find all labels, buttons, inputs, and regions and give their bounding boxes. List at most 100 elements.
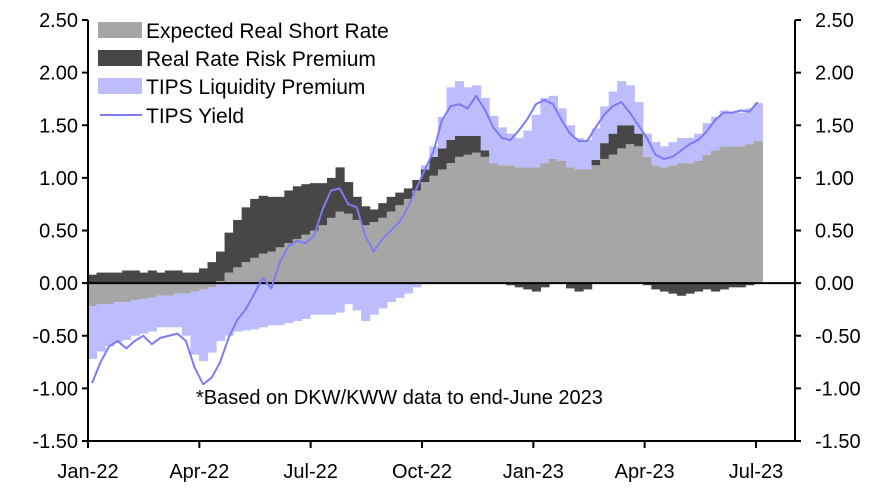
expected-real-short-rate-segment	[181, 283, 192, 294]
real-rate-risk-premium-segment	[634, 133, 644, 147]
expected-real-short-rate-segment	[634, 146, 644, 284]
real-rate-risk-premium-segment	[685, 283, 695, 294]
real-rate-risk-premium-segment	[309, 183, 320, 231]
tips-liquidity-premium-segment	[745, 108, 755, 145]
x-tick-label: Apr-22	[169, 461, 229, 483]
expected-real-short-rate-segment	[361, 225, 371, 284]
expected-real-short-rate-segment	[420, 182, 431, 284]
expected-real-short-rate-segment	[694, 161, 704, 284]
tips-liquidity-premium-segment	[156, 295, 166, 328]
expected-real-short-rate-segment	[736, 146, 746, 284]
real-rate-risk-premium-segment	[540, 283, 550, 288]
expected-real-short-rate-segment	[591, 165, 601, 284]
tips-liquidity-premium-segment	[233, 283, 243, 332]
expected-real-short-rate-segment	[216, 281, 226, 284]
real-rate-risk-premium-segment	[164, 270, 174, 284]
expected-real-short-rate-segment	[523, 167, 533, 284]
x-tick-label: Jul-22	[283, 461, 337, 483]
expected-real-short-rate-segment	[625, 144, 635, 284]
tips-liquidity-premium-segment	[565, 125, 576, 168]
tips-liquidity-premium-segment	[736, 112, 746, 147]
expected-real-short-rate-segment	[122, 283, 132, 303]
real-rate-risk-premium-segment	[198, 268, 209, 284]
expected-real-short-rate-segment	[369, 222, 379, 284]
expected-real-short-rate-segment	[455, 156, 465, 284]
expected-real-short-rate-segment	[88, 283, 98, 307]
real-rate-risk-premium-segment	[241, 207, 251, 263]
tips-liquidity-premium-segment	[352, 283, 362, 311]
real-rate-risk-premium-segment	[258, 195, 268, 254]
real-rate-risk-premium-segment	[651, 283, 661, 290]
tips-liquidity-premium-segment	[668, 142, 678, 166]
expected-real-short-rate-segment	[506, 165, 516, 284]
tips-liquidity-premium-segment	[446, 87, 456, 140]
y-tick-label-right: 2.00	[815, 63, 854, 85]
expected-real-short-rate-segment	[378, 217, 388, 284]
real-rate-risk-premium-segment	[156, 272, 166, 284]
real-rate-risk-premium-segment	[625, 125, 635, 145]
tips-liquidity-premium-segment	[369, 283, 379, 315]
legend-swatch-tips-liquidity-premium	[98, 78, 142, 94]
tips-yield-line-group	[91, 94, 759, 386]
real-rate-risk-premium-segment	[301, 184, 311, 235]
expected-real-short-rate-segment	[446, 163, 456, 284]
legend-item-real-rate-risk-premium: Real Rate Risk Premium	[98, 48, 376, 71]
tips-liquidity-premium-segment	[497, 127, 507, 166]
expected-real-short-rate-segment	[659, 167, 670, 284]
tips-liquidity-premium-segment	[301, 283, 311, 319]
tips-liquidity-premium-segment	[378, 283, 388, 309]
tips-liquidity-premium-segment	[130, 299, 140, 336]
y-tick-label-left: 2.50	[39, 10, 78, 32]
real-rate-risk-premium-segment	[147, 270, 157, 284]
tips-liquidity-premium-segment	[344, 283, 354, 305]
tips-liquidity-premium-segment	[198, 289, 209, 362]
real-rate-risk-premium-segment	[719, 283, 729, 290]
tips-liquidity-premium-segment	[608, 91, 618, 134]
expected-real-short-rate-segment	[463, 154, 473, 284]
real-rate-risk-premium-segment	[429, 156, 439, 176]
tips-liquidity-premium-segment	[173, 293, 183, 328]
expected-real-short-rate-segment	[318, 225, 328, 284]
real-rate-risk-premium-segment	[113, 272, 123, 284]
real-rate-risk-premium-segment	[224, 232, 234, 273]
legend-label-expected-real-short-rate: Expected Real Short Rate	[146, 20, 389, 43]
expected-real-short-rate-segment	[514, 167, 524, 284]
tips-liquidity-premium-segment	[88, 306, 98, 359]
real-rate-risk-premium-segment	[250, 198, 260, 258]
expected-real-short-rate-segment	[207, 283, 217, 288]
y-tick-label-right: 2.50	[815, 10, 854, 32]
expected-real-short-rate-segment	[489, 163, 499, 284]
real-rate-risk-premium-segment	[173, 270, 183, 284]
real-rate-risk-premium-segment	[327, 177, 337, 218]
tips-liquidity-premium-segment	[327, 283, 337, 315]
tips-liquidity-premium-segment	[386, 283, 396, 303]
y-tick-label-right: -1.50	[815, 431, 861, 453]
real-rate-risk-premium-segment	[711, 283, 721, 292]
tips-liquidity-premium-segment	[275, 283, 285, 326]
tips-liquidity-premium-segment	[574, 137, 584, 170]
real-rate-risk-premium-segment	[190, 272, 200, 284]
tips-liquidity-premium-segment	[711, 116, 721, 151]
expected-real-short-rate-segment	[292, 238, 302, 284]
tips-liquidity-premium-segment	[583, 139, 593, 170]
tips-liquidity-premium-segment	[361, 283, 371, 322]
real-rate-risk-premium-segment	[583, 283, 593, 290]
expected-real-short-rate-segment	[105, 283, 115, 305]
y-tick-label-right: -0.50	[815, 326, 861, 348]
expected-real-short-rate-segment	[156, 283, 166, 296]
tips-liquidity-premium-segment	[463, 87, 473, 136]
expected-real-short-rate-segment	[241, 262, 251, 284]
real-rate-risk-premium-segment	[344, 182, 354, 214]
expected-real-short-rate-segment	[565, 167, 576, 284]
real-rate-risk-premium-segment	[105, 272, 115, 284]
legend-swatch-expected-real-short-rate	[98, 22, 142, 38]
tips-liquidity-premium-segment	[224, 283, 234, 336]
expected-real-short-rate-segment	[437, 169, 448, 284]
real-rate-risk-premium-segment	[591, 159, 601, 166]
expected-real-short-rate-segment	[745, 144, 755, 284]
tips-liquidity-premium-segment	[472, 85, 482, 136]
tips-liquidity-premium-segment	[634, 102, 644, 134]
expected-real-short-rate-segment	[711, 150, 721, 284]
legend-label-tips-liquidity-premium: TIPS Liquidity Premium	[146, 76, 365, 99]
